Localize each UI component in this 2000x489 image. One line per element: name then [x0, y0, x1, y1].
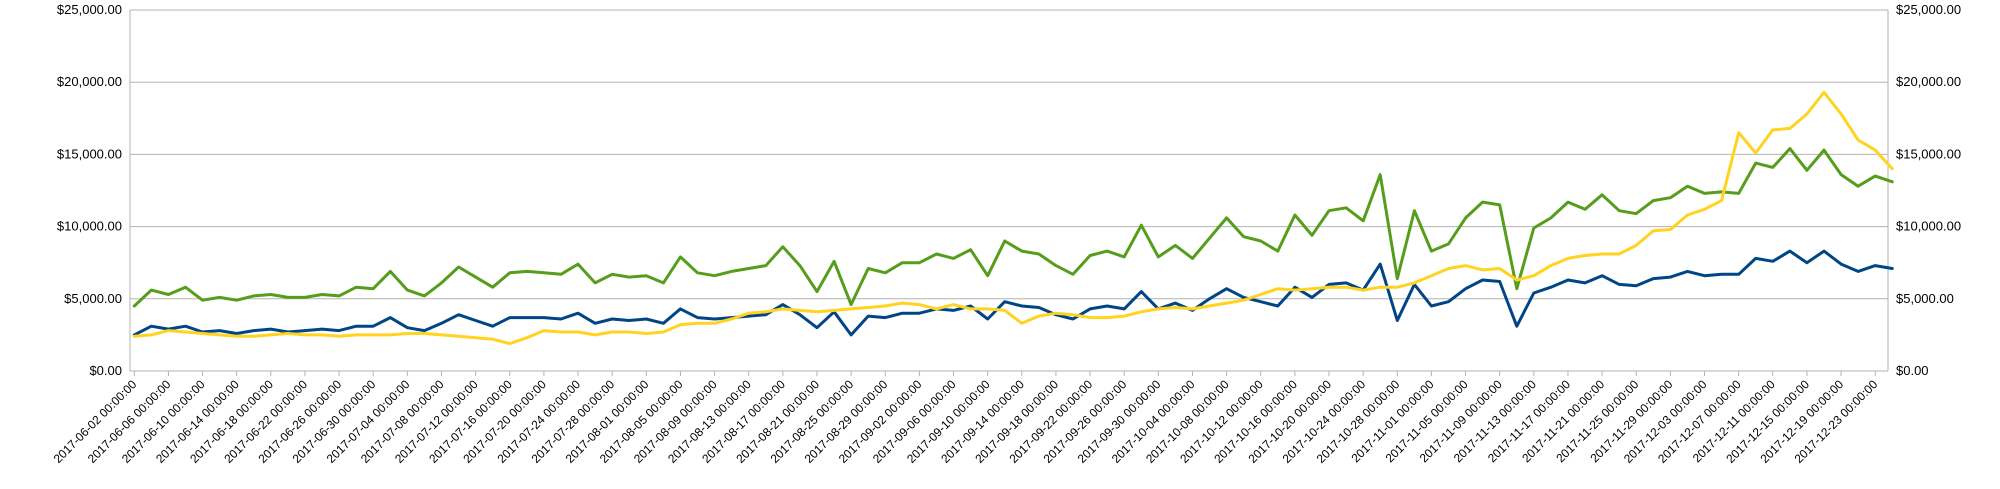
y-tick-label-left: $10,000.00 — [57, 219, 122, 234]
y-tick-label-left: $0.00 — [89, 363, 122, 378]
series-layer — [132, 90, 1894, 346]
y-tick-label-right: $0.00 — [1896, 363, 1929, 378]
series-line-2 — [132, 249, 1894, 337]
y-axis-left-labels: $0.00 $5,000.00 $10,000.00 $15,000.00 $20,00… — [57, 2, 122, 378]
series-line-3 — [132, 90, 1894, 346]
y-tick-label-right: $10,000.00 — [1896, 219, 1961, 234]
series-line-1 — [132, 147, 1894, 308]
y-tick-label-right: $15,000.00 — [1896, 146, 1961, 161]
axis-layer — [129, 10, 1889, 376]
y-tick-label-left: $25,000.00 — [57, 2, 122, 17]
y-tick-label-left: $5,000.00 — [64, 291, 122, 306]
y-axis-right-labels: $0.00 $5,000.00 $10,000.00 $15,000.00 $20,00… — [1896, 2, 1961, 378]
y-tick-label-right: $25,000.00 — [1896, 2, 1961, 17]
y-tick-label-right: $5,000.00 — [1896, 291, 1954, 306]
y-tick-label-left: $20,000.00 — [57, 74, 122, 89]
grid-layer — [130, 9, 1888, 372]
y-tick-label-left: $15,000.00 — [57, 146, 122, 161]
y-tick-label-right: $20,000.00 — [1896, 74, 1961, 89]
